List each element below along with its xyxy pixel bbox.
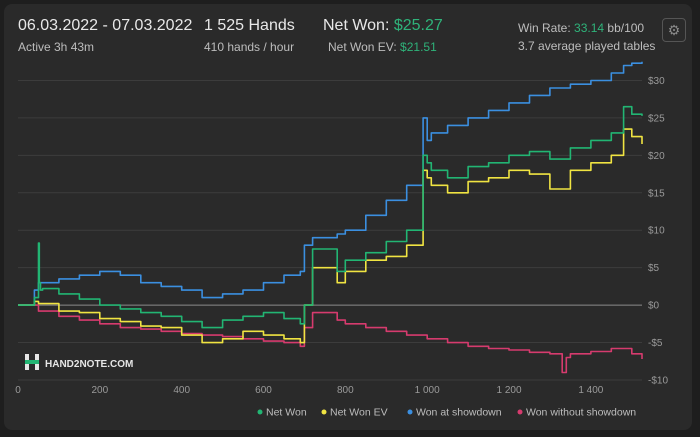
chart-grid — [18, 79, 642, 381]
graph-panel — [4, 4, 692, 430]
legend-label: Won at showdown — [416, 407, 502, 419]
chart-series — [18, 61, 643, 374]
y-tick-label: $10 — [648, 226, 665, 237]
net-won-ev-summary: Net Won EV: $21.51 — [328, 40, 437, 54]
x-tick-label: 0 — [15, 385, 21, 396]
legend-label: Won without showdown — [526, 407, 636, 419]
series-line-3 — [18, 304, 643, 374]
hands-per-hour: 410 hands / hour — [204, 40, 295, 54]
legend-label: Net Won — [266, 407, 307, 419]
y-tick-label: $0 — [648, 301, 660, 312]
x-tick-label: 600 — [255, 385, 272, 396]
legend-marker — [321, 409, 327, 415]
legend-marker — [517, 409, 523, 415]
logo-text: HAND2NOTE.COM — [45, 359, 133, 370]
net-won-ev-value: $21.51 — [400, 40, 437, 54]
x-tick-label: 800 — [337, 385, 354, 396]
h2n-logo-icon — [25, 354, 39, 370]
x-tick-label: 1 200 — [497, 385, 522, 396]
net-won-summary: Net Won: $25.27 — [323, 17, 443, 35]
win-rate-unit: bb/100 — [607, 21, 645, 35]
average-tables: 3.7 average played tables — [518, 39, 656, 53]
legend-label: Net Won EV — [330, 407, 388, 419]
net-won-label: Net Won: — [323, 17, 390, 34]
gear-icon[interactable]: ⚙ — [662, 18, 686, 42]
y-axis-ticks: $30 $25 $20 $15 $10 $5 $0 -$5 -$10 — [648, 76, 668, 387]
series-line-1 — [18, 128, 643, 344]
legend-item: Won at showdown — [407, 407, 502, 419]
legend-item: Net Won — [257, 407, 307, 419]
hands-count: 1 525 Hands — [204, 17, 295, 34]
win-rate: Win Rate: 33.14 bb/100 — [518, 21, 644, 35]
legend-item: Won without showdown — [517, 407, 636, 419]
x-tick-label: 200 — [91, 385, 108, 396]
x-tick-label: 400 — [173, 385, 190, 396]
x-tick-label: 1 000 — [415, 385, 440, 396]
date-range: 06.03.2022 - 07.03.2022 — [18, 17, 193, 34]
legend-marker — [257, 409, 263, 415]
y-tick-label: $30 — [648, 76, 665, 87]
active-time: Active 3h 43m — [18, 40, 95, 54]
legend-marker — [407, 409, 413, 415]
net-won-value: $25.27 — [393, 17, 443, 34]
series-line-0 — [18, 105, 643, 329]
y-tick-label: $15 — [648, 188, 665, 199]
legend-item: Net Won EV — [321, 407, 388, 419]
y-tick-label: $20 — [648, 151, 665, 162]
x-axis-ticks: 0 200 400 600 800 1 000 1 200 1 400 — [15, 385, 604, 396]
y-tick-label: $25 — [648, 113, 665, 124]
y-tick-label: -$10 — [648, 376, 668, 387]
series-line-2 — [18, 61, 643, 306]
win-rate-value: 33.14 — [574, 21, 605, 35]
win-rate-label: Win Rate: — [518, 21, 571, 35]
h2n-logo: HAND2NOTE.COM — [25, 354, 133, 370]
net-won-ev-label: Net Won EV: — [328, 40, 397, 54]
x-tick-label: 1 400 — [578, 385, 603, 396]
y-tick-label: $5 — [648, 263, 660, 274]
y-tick-label: -$5 — [648, 338, 663, 349]
chart-legend: Net Won Net Won EV Won at showdown Won with… — [257, 407, 636, 419]
